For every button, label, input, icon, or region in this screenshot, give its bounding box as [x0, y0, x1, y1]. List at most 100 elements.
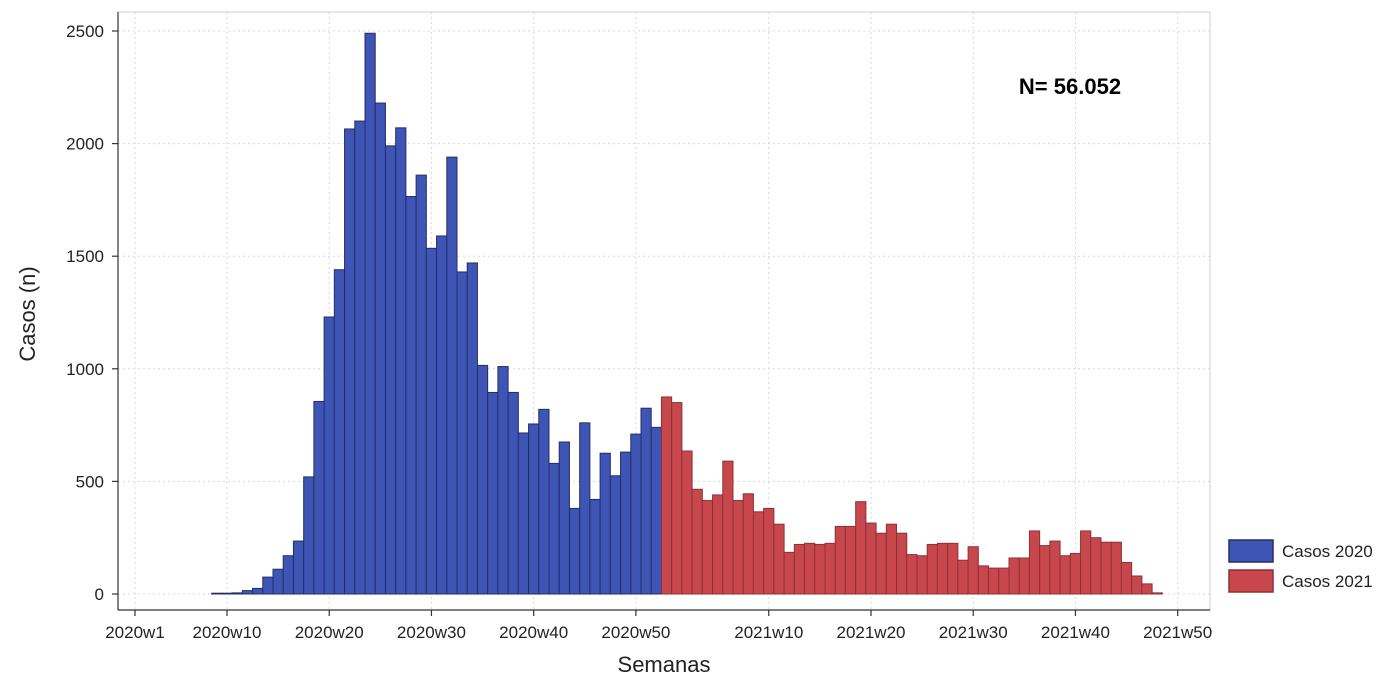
- bar-2021w35: [1018, 557, 1030, 595]
- bar-2020w46: [589, 498, 601, 595]
- bar-2021w33: [998, 567, 1010, 595]
- x-axis-title: Semanas: [618, 652, 711, 677]
- bar-2020w18: [303, 476, 315, 595]
- bar-2021w9: [752, 511, 765, 595]
- bar-2021w12: [783, 551, 795, 595]
- bar-2020w28: [405, 196, 417, 595]
- bar-2021w31: [977, 565, 990, 595]
- bar-2021w4: [701, 500, 714, 595]
- bar-2021w3: [691, 488, 703, 595]
- y-tick-label: 2000: [66, 135, 104, 154]
- bar-2021w21: [875, 532, 887, 595]
- bar-2021w5: [712, 494, 724, 595]
- bar-2020w53: [660, 396, 673, 595]
- bar-2021w16: [824, 542, 836, 595]
- legend-swatch-2020: [1228, 539, 1274, 563]
- bar-2021w10: [763, 507, 775, 595]
- bar-2020w42: [548, 462, 560, 595]
- bar-2020w33: [456, 271, 468, 595]
- bar-2020w30: [425, 247, 438, 595]
- bar-2021w34: [1008, 557, 1020, 595]
- bar-2021w13: [793, 543, 806, 595]
- bar-2020w24: [364, 32, 376, 595]
- bar-2021w37: [1039, 545, 1051, 595]
- x-tick-label: 2020w10: [192, 623, 261, 642]
- bar-2021w19: [855, 501, 867, 595]
- bar-2021w36: [1028, 530, 1041, 595]
- bar-2021w23: [896, 532, 908, 595]
- bar-2020w38: [507, 391, 519, 595]
- bar-2020w10: [221, 592, 233, 595]
- bar-2020w17: [292, 540, 305, 595]
- bar-2021w39: [1059, 555, 1071, 595]
- bar-2020w50: [630, 433, 642, 595]
- axes: [112, 12, 1210, 616]
- bar-2021w29: [957, 559, 969, 595]
- bar-2020w49: [620, 451, 632, 595]
- bar-2020w19: [313, 400, 325, 595]
- bar-2021w25: [916, 555, 928, 595]
- x-tick-label: 2021w20: [836, 623, 905, 642]
- y-tick-labels: 0 500 1000 1500 2000 2500: [66, 22, 104, 604]
- bar-2021w27: [936, 542, 949, 595]
- bar-2020w27: [395, 127, 407, 595]
- bar-2020w23: [354, 120, 366, 595]
- bar-2021w7: [732, 500, 744, 595]
- bar-2021w41: [1080, 530, 1092, 595]
- x-tick-label: 2020w20: [295, 623, 364, 642]
- bar-2021w24: [906, 554, 918, 595]
- bar-2020w41: [538, 408, 550, 595]
- bar-2021w22: [885, 523, 898, 595]
- bar-2020w44: [568, 507, 581, 595]
- bar-2020w45: [579, 422, 591, 595]
- bar-2020w47: [599, 452, 611, 595]
- x-tick-label: 2021w50: [1143, 623, 1212, 642]
- bar-2020w14: [262, 576, 274, 595]
- y-tick-label: 500: [76, 472, 104, 491]
- x-tick-label: 2020w50: [601, 623, 670, 642]
- x-tick-label: 2021w30: [939, 623, 1008, 642]
- bar-2021w44: [1110, 541, 1122, 595]
- bar-2021w20: [865, 522, 877, 595]
- bar-2020w32: [446, 156, 458, 595]
- y-tick-label: 1000: [66, 360, 104, 379]
- x-tick-label: 2021w40: [1041, 623, 1110, 642]
- bar-2020w39: [517, 432, 530, 595]
- bar-2020w29: [415, 174, 427, 595]
- bar-2021w14: [804, 542, 816, 595]
- bar-2021w2: [681, 450, 693, 595]
- bar-2021w15: [814, 543, 826, 595]
- bar-2021w46: [1131, 575, 1143, 595]
- y-tick-label: 2500: [66, 22, 104, 41]
- y-tick-label: 0: [95, 585, 104, 604]
- bar-2021w45: [1120, 561, 1133, 595]
- legend-swatch-2021: [1228, 569, 1274, 593]
- bar-2020w37: [497, 366, 509, 595]
- bar-2021w38: [1049, 540, 1061, 595]
- bar-2020w11: [231, 592, 243, 595]
- bar-2021w40: [1069, 552, 1082, 595]
- bar-2020w31: [436, 235, 448, 595]
- bar-2020w52: [650, 426, 662, 595]
- bar-2020w26: [384, 145, 397, 595]
- bar-2020w12: [241, 590, 254, 595]
- bar-2020w16: [282, 555, 294, 595]
- bar-2021w42: [1090, 537, 1102, 595]
- bar-2020w48: [609, 475, 622, 595]
- bar-2021w28: [947, 542, 959, 595]
- bars: [211, 32, 1163, 595]
- bar-2020w36: [487, 391, 499, 595]
- bar-2020w40: [528, 423, 540, 595]
- total-cases-annotation: N= 56.052: [1019, 74, 1121, 99]
- bar-2020w9: [211, 592, 223, 595]
- bar-2020w34: [466, 262, 478, 595]
- bar-2020w43: [558, 441, 570, 595]
- bar-2021w32: [988, 567, 1000, 595]
- bar-2021w48: [1151, 592, 1163, 595]
- bar-2020w35: [476, 364, 489, 595]
- bar-2020w13: [252, 587, 264, 595]
- bar-2020w25: [374, 102, 386, 595]
- bar-2021w18: [844, 525, 857, 595]
- bar-2020w21: [333, 269, 346, 595]
